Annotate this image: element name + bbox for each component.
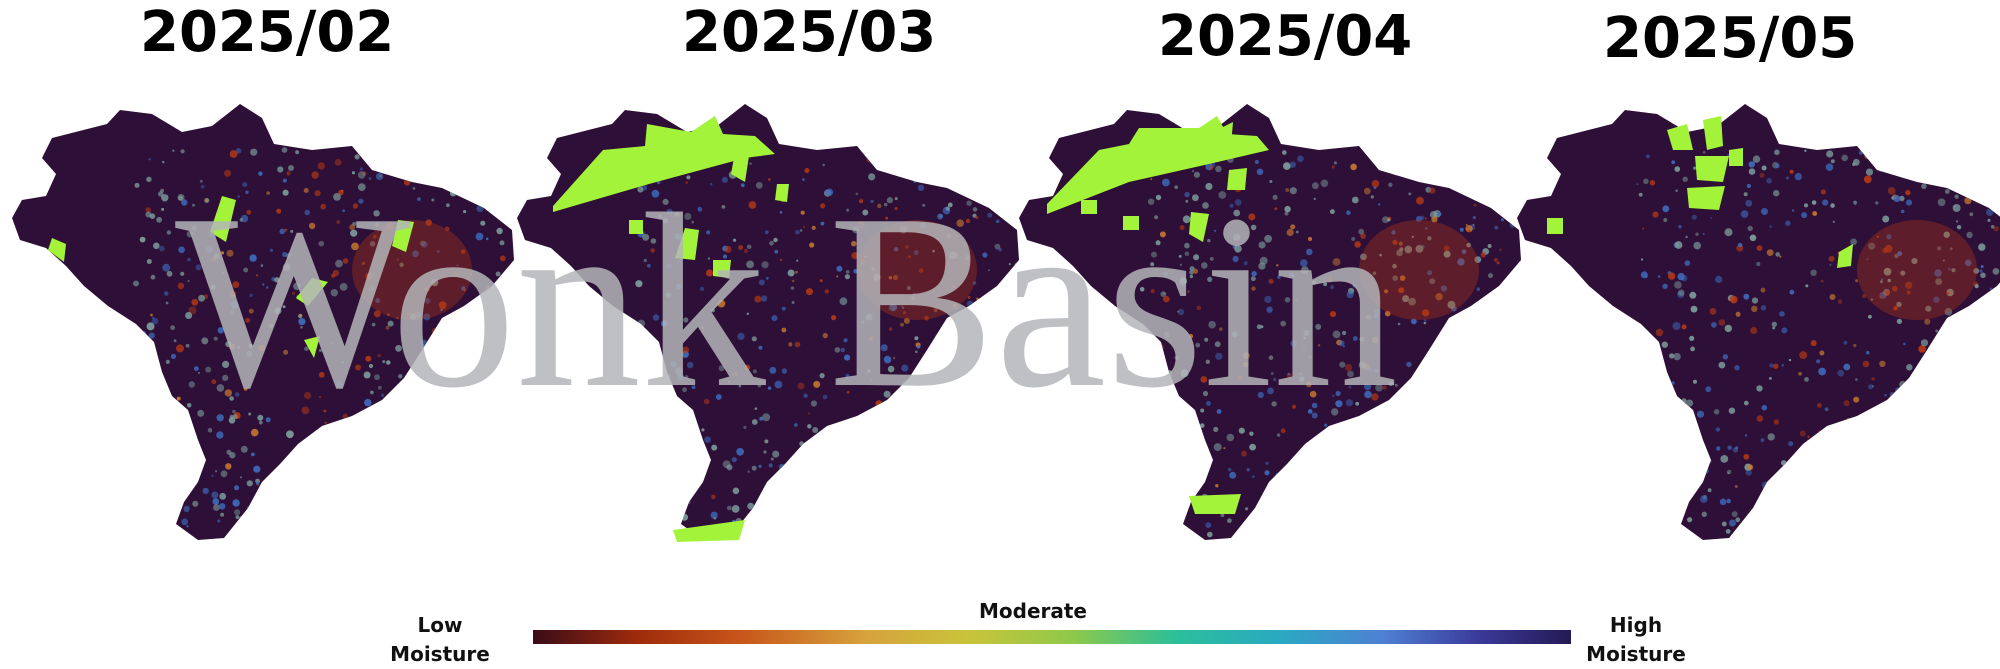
no-data-region <box>1547 218 1563 234</box>
legend-high-line2: Moisture <box>1576 640 1696 669</box>
soil-moisture-map-2025-03 <box>505 80 1025 590</box>
no-data-region <box>1687 186 1725 210</box>
soil-moisture-map-2025-05 <box>1505 80 2000 590</box>
legend-high-line1: High <box>1576 611 1696 640</box>
brazil-map-group <box>12 104 514 553</box>
soil-moisture-map-2025-04 <box>1007 80 1527 590</box>
panel-title-2025-05: 2025/05 <box>1603 6 1857 71</box>
brazil-land-base <box>12 104 514 540</box>
no-data-region <box>775 184 789 202</box>
soil-moisture-map-2025-02 <box>0 80 520 590</box>
no-data-region <box>1189 494 1241 514</box>
legend-low-line1: Low <box>380 611 500 640</box>
legend-high-moisture-label: High Moisture <box>1576 611 1696 669</box>
legend-moderate-label: Moderate <box>933 597 1133 626</box>
panel-title-2025-04: 2025/04 <box>1158 4 1412 69</box>
no-data-region <box>1729 148 1743 166</box>
no-data-region <box>1227 168 1247 190</box>
no-data-region <box>1081 200 1097 214</box>
moisture-colorbar <box>533 630 1571 644</box>
panel-title-2025-03: 2025/03 <box>682 0 936 65</box>
brazil-map-group <box>1019 104 1522 553</box>
no-data-region <box>713 260 731 278</box>
brazil-map-group <box>1517 104 2000 551</box>
panel-title-2025-02: 2025/02 <box>140 0 394 65</box>
legend-low-moisture-label: Low Moisture <box>380 611 500 669</box>
no-data-region <box>1123 216 1139 230</box>
legend-low-line2: Moisture <box>380 640 500 669</box>
brazil-map-group <box>517 104 1019 552</box>
no-data-region <box>629 220 643 234</box>
